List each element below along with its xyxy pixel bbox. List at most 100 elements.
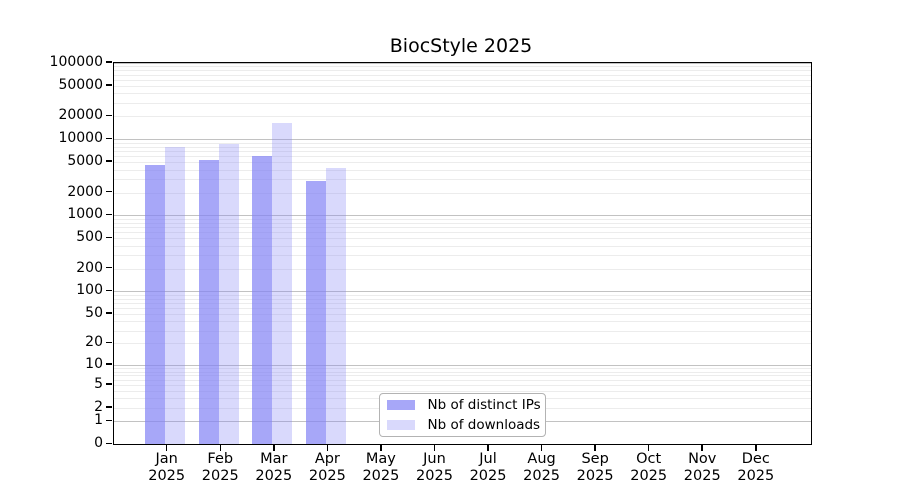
legend: Nb of distinct IPs Nb of downloads xyxy=(378,393,546,437)
y-axis-tick-label: 10000 xyxy=(58,130,103,147)
y-axis-tick xyxy=(106,312,112,314)
gridline-minor xyxy=(113,245,811,247)
gridline-minor xyxy=(113,218,811,220)
y-axis-tick xyxy=(106,114,112,117)
x-axis-tick xyxy=(273,444,275,451)
x-axis-tick xyxy=(380,444,382,451)
gridline-minor xyxy=(113,142,811,144)
y-axis-tick xyxy=(106,84,112,86)
x-axis-tick xyxy=(165,444,168,451)
y-axis-tick xyxy=(106,236,112,239)
y-axis-tick-label: 0 xyxy=(94,435,103,452)
x-axis-tick xyxy=(219,444,221,451)
y-axis-tick xyxy=(106,61,112,63)
gridline-minor xyxy=(113,343,811,345)
y-axis-tick xyxy=(106,190,112,193)
gridline-minor xyxy=(113,368,811,370)
gridline-minor xyxy=(113,151,811,153)
y-axis-tick xyxy=(106,289,112,292)
x-axis-tick-label: Apr 2025 xyxy=(308,451,346,484)
y-axis-tick xyxy=(106,137,112,139)
gridline-minor xyxy=(113,74,811,76)
gridline-minor xyxy=(113,238,811,240)
gridline-minor xyxy=(113,308,811,310)
bar-nb-of-downloads-jan xyxy=(165,147,186,445)
legend-swatch-downloads-icon xyxy=(386,419,415,430)
gridline-minor xyxy=(113,70,811,72)
gridline-minor xyxy=(113,102,811,104)
x-axis-tick xyxy=(326,444,329,451)
x-axis-tick xyxy=(487,444,489,451)
y-axis-tick-label: 50 xyxy=(85,305,103,322)
bar-nb-of-distinct-ips-feb xyxy=(198,160,219,445)
y-axis-tick-label: 5000 xyxy=(67,153,103,170)
gridline-minor xyxy=(113,222,811,224)
y-axis-tick xyxy=(106,419,112,422)
y-axis-tick-label: 20000 xyxy=(58,107,103,124)
legend-item-distinct-ips: Nb of distinct IPs xyxy=(380,397,545,413)
gridline-minor xyxy=(113,330,811,332)
gridline-minor xyxy=(113,314,811,316)
gridline-minor xyxy=(113,116,811,118)
y-axis-tick xyxy=(106,383,112,385)
gridline-minor xyxy=(113,232,811,234)
x-axis-tick-label: Jan 2025 xyxy=(148,451,186,484)
y-axis-tick-label: 50000 xyxy=(58,76,103,93)
plot-area: Nb of distinct IPs Nb of downloads xyxy=(112,62,812,446)
y-axis-tick-label: 200 xyxy=(76,259,103,276)
gridline-minor xyxy=(113,162,811,164)
bar-nb-of-distinct-ips-apr xyxy=(305,181,326,445)
gridline-minor xyxy=(113,146,811,148)
x-axis-tick-label: Jun 2025 xyxy=(416,451,453,484)
legend-item-downloads: Nb of downloads xyxy=(380,417,545,433)
x-axis-tick-label: Dec 2025 xyxy=(737,451,775,484)
x-axis-tick-label: Mar 2025 xyxy=(255,451,293,484)
bar-nb-of-downloads-feb xyxy=(218,144,239,445)
y-axis-tick-label: 1000 xyxy=(67,206,103,223)
gridline-minor xyxy=(113,66,811,68)
bar-nb-of-distinct-ips-jan xyxy=(145,164,166,445)
y-axis-tick xyxy=(106,213,112,216)
gridline-minor xyxy=(113,156,811,158)
y-axis-tick-label: 5 xyxy=(94,375,103,392)
x-axis-tick-label: Sep 2025 xyxy=(576,451,614,484)
gridline-major xyxy=(113,364,811,366)
x-axis-tick xyxy=(701,444,703,451)
x-axis-tick-label: Feb 2025 xyxy=(201,451,239,484)
y-axis-tick-label: 100000 xyxy=(49,54,103,70)
y-axis-tick-label: 20 xyxy=(85,334,103,351)
x-axis-tick xyxy=(594,444,596,451)
y-axis-tick-label: 2 xyxy=(94,398,103,415)
x-axis-tick xyxy=(433,444,436,451)
bar-nb-of-downloads-mar xyxy=(272,123,293,445)
x-axis-tick xyxy=(755,444,757,451)
gridline-minor xyxy=(113,227,811,229)
gridline-major xyxy=(113,63,811,64)
gridline-minor xyxy=(113,85,811,87)
y-axis-tick-label: 10 xyxy=(85,355,103,372)
gridline-minor xyxy=(113,294,811,296)
gridline-minor xyxy=(113,371,811,373)
x-axis-tick xyxy=(647,444,650,451)
x-axis-tick-label: Nov 2025 xyxy=(683,451,721,484)
gridline-minor xyxy=(113,93,811,95)
y-axis-tick-label: 1 xyxy=(94,412,103,429)
y-axis-tick-label: 500 xyxy=(76,229,103,246)
legend-label-downloads: Nb of downloads xyxy=(427,416,541,433)
gridline-minor xyxy=(113,179,811,181)
gridline-major xyxy=(113,139,811,141)
y-axis-tick xyxy=(106,442,112,445)
y-axis-tick xyxy=(106,341,112,344)
x-axis-tick-label: Jul 2025 xyxy=(469,451,507,484)
gridline-minor xyxy=(113,255,811,257)
bar-nb-of-downloads-apr xyxy=(325,167,346,445)
gridline-minor xyxy=(113,321,811,323)
gridline-minor xyxy=(113,379,811,381)
y-axis-tick-label: 100 xyxy=(76,282,103,299)
x-axis-tick-label: Oct 2025 xyxy=(630,451,668,484)
y-axis-tick xyxy=(106,266,112,269)
y-axis-tick-label: 2000 xyxy=(67,183,103,200)
y-axis-tick xyxy=(106,160,112,162)
gridline-minor xyxy=(113,169,811,171)
